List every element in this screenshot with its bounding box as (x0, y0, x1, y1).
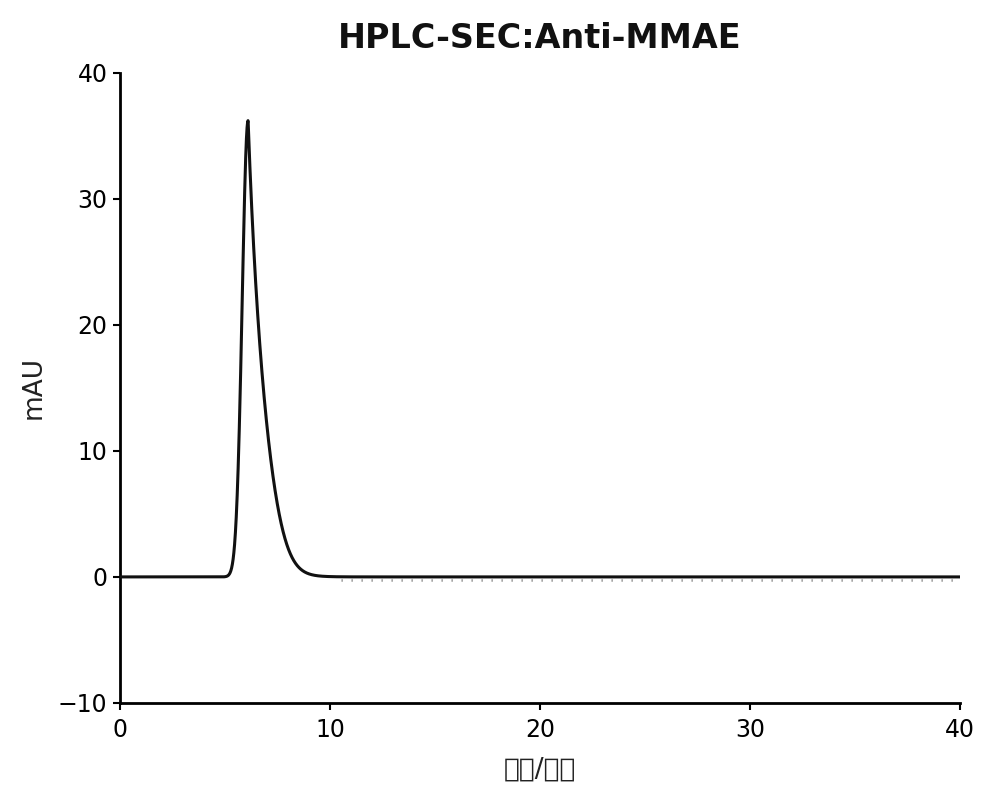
Y-axis label: mAU: mAU (21, 356, 47, 419)
X-axis label: 时间/分钟: 时间/分钟 (504, 756, 576, 782)
Title: HPLC-SEC:Anti-MMAE: HPLC-SEC:Anti-MMAE (338, 22, 742, 55)
